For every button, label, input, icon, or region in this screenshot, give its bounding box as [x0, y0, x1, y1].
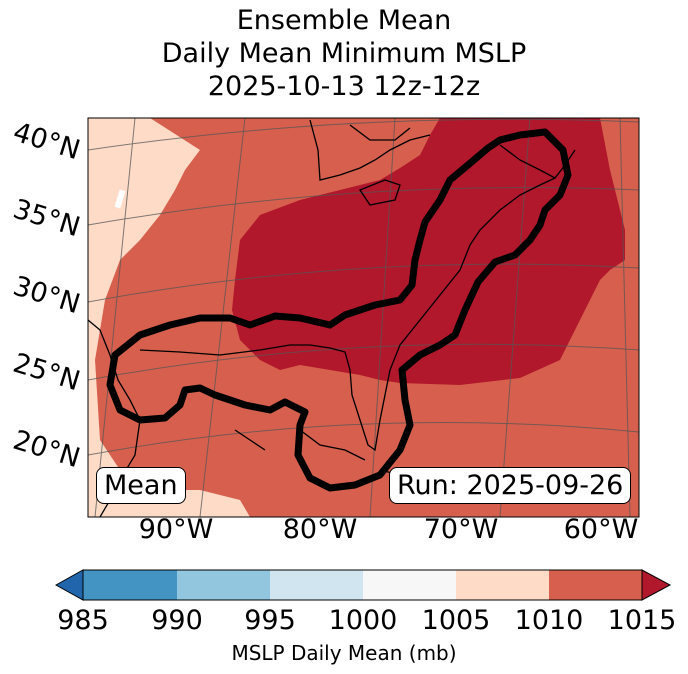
colorbar-seg-1005-1010 [456, 570, 549, 600]
pressure-over-1015-region [232, 118, 625, 385]
lon-label: 60°W [563, 514, 639, 545]
colorbar-tick: 990 [151, 605, 203, 636]
lon-label: 70°W [423, 514, 499, 545]
lon-label: 90°W [138, 514, 214, 545]
map-border [87, 117, 640, 518]
colorbar-label: MSLP Daily Mean (mb) [231, 641, 457, 665]
colorbar-seg-990-995 [177, 570, 270, 600]
colorbar-tick: 1015 [607, 605, 677, 636]
colorbar-tick: 1005 [421, 605, 491, 636]
lon-label: 80°W [282, 514, 358, 545]
title-line-3: 2025-10-13 12z-12z [207, 71, 481, 102]
title-line-1: Ensemble Mean [236, 5, 452, 36]
colorbar-extend-low [54, 569, 84, 601]
colorbar-tick: 1000 [328, 605, 398, 636]
colorbar-extend-high [641, 569, 672, 601]
colorbar-seg-1000-1005 [363, 570, 456, 600]
stray-cell [114, 189, 126, 209]
colorbar-tick: 995 [244, 605, 296, 636]
colorbar-seg-985-990 [83, 570, 177, 600]
run-label-box: Run: 2025-09-26 [389, 467, 632, 504]
colorbar-seg-995-1000 [270, 570, 363, 600]
mean-label-box: Mean [96, 467, 186, 504]
contour-outline [106, 128, 572, 492]
title-line-2: Daily Mean Minimum MSLP [161, 38, 527, 69]
colorbar [54, 569, 672, 601]
colorbar-tick: 985 [57, 605, 109, 636]
colorbar-tick: 1010 [514, 605, 584, 636]
colorbar-seg-1010-1015 [549, 570, 642, 600]
